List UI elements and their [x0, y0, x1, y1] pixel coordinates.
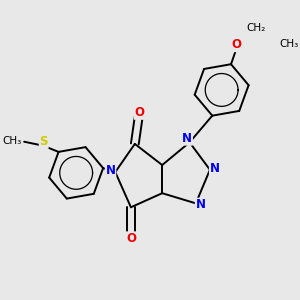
Text: O: O	[134, 106, 145, 119]
Text: O: O	[126, 232, 136, 245]
Text: N: N	[106, 164, 116, 177]
Text: N: N	[196, 198, 206, 212]
Text: N: N	[210, 162, 220, 175]
Text: O: O	[232, 38, 242, 52]
Text: N: N	[182, 132, 192, 145]
Text: CH₃: CH₃	[279, 39, 298, 49]
Text: S: S	[39, 135, 48, 148]
Text: CH₂: CH₂	[246, 22, 266, 33]
Text: CH₃: CH₃	[2, 136, 21, 146]
